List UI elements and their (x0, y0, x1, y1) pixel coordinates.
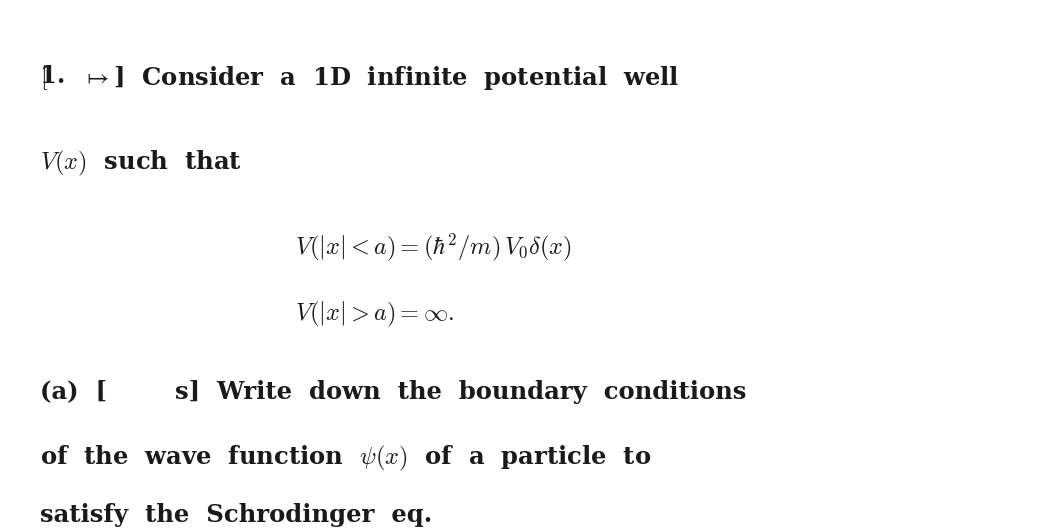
Text: 1.: 1. (40, 64, 82, 88)
Text: satisfy  the  Schrodinger  eq.: satisfy the Schrodinger eq. (40, 503, 433, 527)
Text: $\mapsto$]  Consider  a  1D  infinite  potential  well: $\mapsto$] Consider a 1D infinite potent… (40, 64, 679, 92)
Text: $V(|x| < a) = (\hbar^2/m)\,V_0\delta(x)$: $V(|x| < a) = (\hbar^2/m)\,V_0\delta(x)$ (295, 231, 572, 262)
Text: $V(|x| > a) = \infty.$: $V(|x| > a) = \infty.$ (295, 300, 455, 329)
Text: $\mathsf{[}$: $\mathsf{[}$ (40, 64, 57, 92)
Text: of  the  wave  function  $\psi(x)$  of  a  particle  to: of the wave function $\psi(x)$ of a part… (40, 443, 651, 473)
Text: $V(x)$  such  that: $V(x)$ such that (40, 149, 242, 178)
Text: (a)  [        s]  Write  down  the  boundary  conditions: (a) [ s] Write down the boundary conditi… (40, 380, 747, 404)
